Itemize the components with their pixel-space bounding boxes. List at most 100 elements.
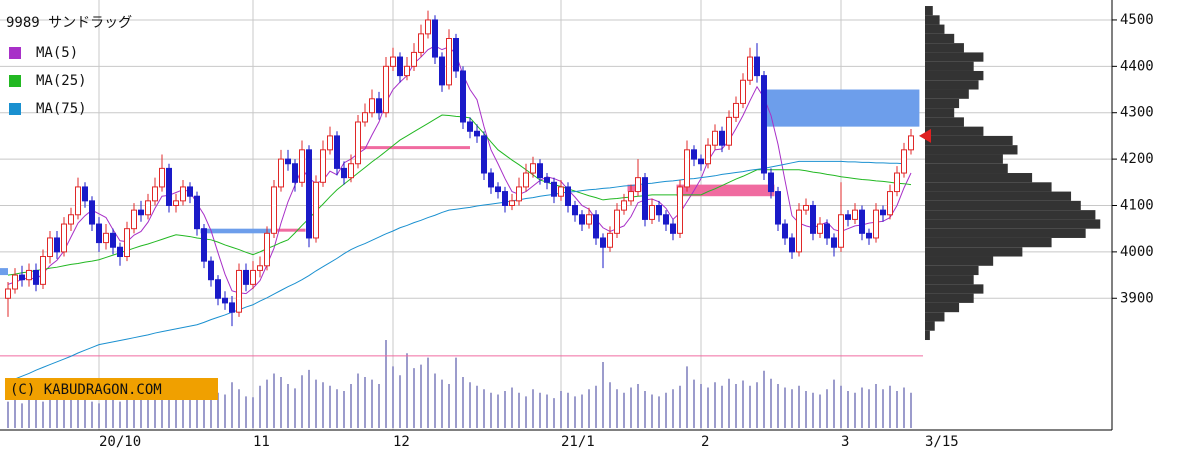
x-tick-label: 12 bbox=[393, 434, 410, 450]
profile-bar bbox=[925, 98, 960, 109]
candle-body bbox=[425, 19, 431, 35]
candle-body bbox=[313, 181, 319, 239]
profile-bar bbox=[925, 312, 945, 322]
profile-bar bbox=[925, 145, 1018, 155]
profile-bar bbox=[925, 89, 969, 99]
candle-body bbox=[614, 209, 620, 234]
candle-body bbox=[558, 186, 564, 197]
candle-body bbox=[481, 135, 487, 174]
candle-body bbox=[411, 51, 417, 67]
candle-body bbox=[152, 186, 158, 202]
profile-bar bbox=[925, 275, 974, 285]
candle-body bbox=[320, 149, 326, 183]
profile-bar bbox=[925, 135, 1013, 146]
candle-body bbox=[257, 265, 263, 271]
candle-body bbox=[33, 269, 39, 285]
zone bbox=[200, 228, 271, 234]
profile-bar bbox=[925, 43, 964, 53]
candle-body bbox=[523, 172, 529, 188]
x-tick-label: 2 bbox=[701, 434, 709, 450]
profile-bar bbox=[925, 210, 1096, 220]
profile-bar bbox=[925, 33, 955, 44]
candle-body bbox=[495, 186, 501, 193]
candle-body bbox=[901, 149, 907, 174]
candle-body bbox=[817, 223, 823, 234]
candle-body bbox=[460, 70, 466, 123]
zone bbox=[358, 146, 470, 150]
candle-body bbox=[726, 116, 732, 146]
candle-body bbox=[544, 177, 550, 183]
candle-body bbox=[306, 149, 312, 239]
candle-body bbox=[194, 195, 200, 230]
candle-body bbox=[264, 232, 270, 267]
candle-body bbox=[299, 149, 305, 183]
candle-body bbox=[628, 191, 634, 202]
y-tick-label: 4000 bbox=[1120, 244, 1154, 260]
candle-body bbox=[103, 232, 109, 244]
candle-body bbox=[677, 186, 683, 234]
candle-body bbox=[908, 135, 914, 151]
zone bbox=[0, 268, 8, 276]
candle-body bbox=[285, 158, 291, 165]
y-tick-label: 3900 bbox=[1120, 290, 1154, 306]
candle-body bbox=[19, 274, 25, 281]
candle-body bbox=[698, 158, 704, 165]
candle-body bbox=[383, 65, 389, 114]
profile-bar bbox=[925, 108, 955, 118]
candle-body bbox=[138, 209, 144, 216]
candle-body bbox=[404, 65, 410, 77]
candle-body bbox=[754, 56, 760, 77]
profile-bar bbox=[925, 163, 1008, 174]
candle-body bbox=[369, 98, 375, 114]
profile-bar bbox=[925, 200, 1081, 211]
candle-body bbox=[789, 237, 795, 253]
candle-body bbox=[887, 191, 893, 216]
profile-bar bbox=[925, 52, 984, 62]
candle-body bbox=[579, 214, 585, 225]
candle-body bbox=[733, 102, 739, 118]
legend-swatch bbox=[9, 47, 21, 59]
candle-body bbox=[334, 135, 340, 169]
chart-title: 9989 サンドラッグ bbox=[6, 15, 132, 31]
candle-body bbox=[222, 297, 228, 304]
candle-body bbox=[131, 209, 137, 230]
ma-line bbox=[7, 160, 905, 383]
candle-body bbox=[271, 186, 277, 234]
zone bbox=[627, 184, 642, 192]
plot bbox=[0, 10, 923, 428]
candle-body bbox=[600, 237, 606, 248]
candle-body bbox=[278, 158, 284, 188]
candle-body bbox=[89, 200, 95, 225]
ma-line bbox=[7, 114, 912, 276]
candle-body bbox=[586, 214, 592, 225]
profile-bar bbox=[925, 154, 1003, 164]
candle-body bbox=[327, 135, 333, 151]
candle-body bbox=[894, 172, 900, 193]
candle-body bbox=[432, 19, 438, 58]
x-tick-label: 21/1 bbox=[561, 434, 595, 450]
profile-bar bbox=[925, 265, 979, 276]
profile-bar bbox=[925, 126, 984, 136]
zone bbox=[270, 228, 306, 232]
candle-body bbox=[376, 98, 382, 114]
legend-swatch bbox=[9, 103, 21, 115]
price-marker bbox=[919, 128, 931, 143]
candle-body bbox=[236, 269, 242, 313]
candle-body bbox=[880, 209, 886, 216]
candle-body bbox=[250, 269, 256, 285]
candle-body bbox=[474, 130, 480, 137]
zone bbox=[676, 184, 775, 197]
candle-body bbox=[712, 130, 718, 146]
candle-body bbox=[362, 112, 368, 123]
profile-bar bbox=[925, 256, 994, 266]
candle-body bbox=[446, 38, 452, 86]
candle-body bbox=[635, 177, 641, 193]
candle-body bbox=[75, 186, 81, 216]
candle-body bbox=[418, 33, 424, 53]
candle-body bbox=[803, 204, 809, 211]
legend-label: MA(5) bbox=[36, 45, 78, 61]
legend-swatch bbox=[9, 75, 21, 87]
candle-body bbox=[117, 246, 123, 258]
